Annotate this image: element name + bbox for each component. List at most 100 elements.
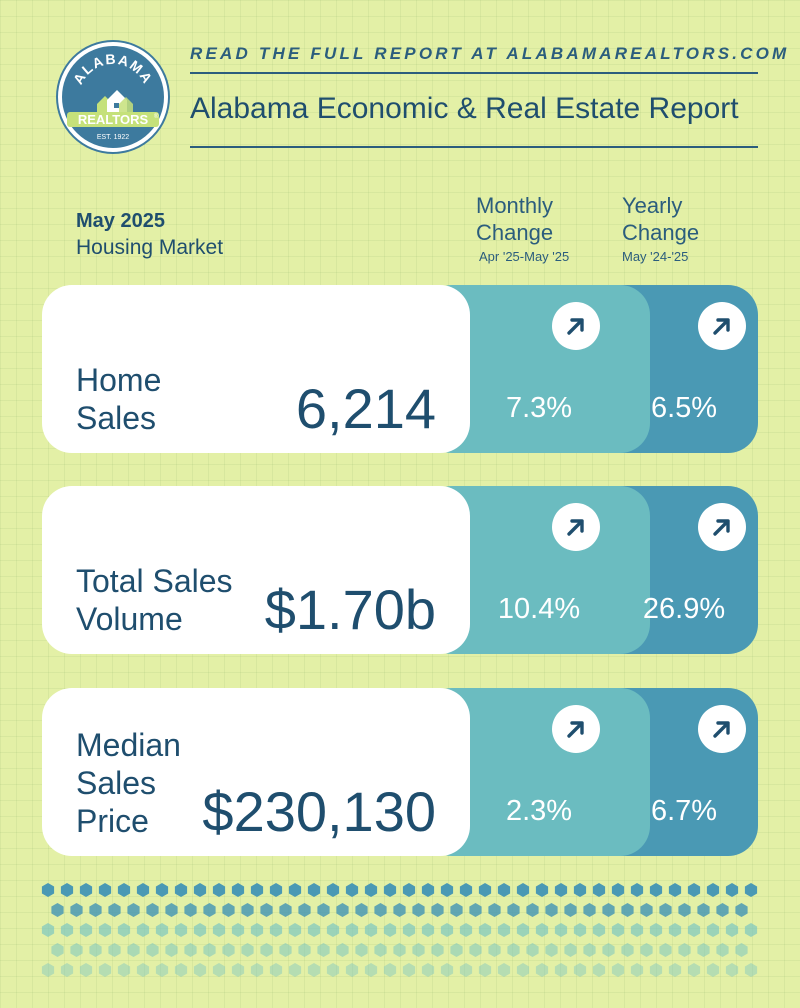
hex-dot bbox=[89, 903, 102, 917]
arrow-up-right-icon bbox=[552, 302, 600, 350]
logo-arc-text: ALABAMA bbox=[70, 51, 156, 87]
hex-dot bbox=[564, 943, 577, 957]
arrow-up-right-icon bbox=[552, 503, 600, 551]
metric-card: Home Sales 6,214 bbox=[42, 285, 470, 453]
header-divider-top bbox=[190, 72, 758, 74]
hex-dot bbox=[488, 943, 501, 957]
hex-dot bbox=[678, 943, 691, 957]
hex-dot bbox=[222, 903, 235, 917]
monthly-change-value: 7.3% bbox=[505, 392, 573, 424]
hex-dot bbox=[117, 883, 131, 897]
hex-dot bbox=[279, 943, 292, 957]
report-tagline[interactable]: READ THE FULL REPORT AT ALABAMAREALTORS.… bbox=[190, 44, 790, 63]
hex-dot bbox=[364, 923, 378, 937]
hex-dot bbox=[649, 923, 663, 937]
hex-dot bbox=[117, 963, 131, 977]
hex-dot bbox=[155, 963, 169, 977]
arrow-up-right-icon bbox=[698, 302, 746, 350]
hex-dot bbox=[70, 943, 83, 957]
hex-dot bbox=[241, 943, 254, 957]
hex-dot bbox=[725, 923, 739, 937]
hex-dot bbox=[79, 883, 93, 897]
hex-dot bbox=[383, 883, 397, 897]
hex-dot bbox=[184, 903, 197, 917]
hex-dot bbox=[193, 963, 207, 977]
hex-dot bbox=[507, 903, 520, 917]
hex-dot bbox=[687, 963, 701, 977]
hex-dot bbox=[573, 883, 587, 897]
hex-dot bbox=[203, 943, 216, 957]
hex-dot bbox=[573, 923, 587, 937]
hex-dot bbox=[146, 903, 159, 917]
metric-label: Total Sales Volume bbox=[76, 563, 233, 637]
hex-dot bbox=[146, 943, 159, 957]
hex-dot bbox=[269, 883, 283, 897]
hex-dot bbox=[269, 923, 283, 937]
hex-dot bbox=[212, 883, 226, 897]
hex-dot bbox=[345, 923, 359, 937]
hex-dot bbox=[165, 903, 178, 917]
hex-dot bbox=[155, 923, 169, 937]
yearly-change-value: 6.5% bbox=[650, 392, 718, 424]
hex-dot bbox=[317, 943, 330, 957]
hex-dot bbox=[298, 943, 311, 957]
metric-value: $1.70b bbox=[264, 578, 436, 641]
hex-dot bbox=[431, 943, 444, 957]
metric-value: 6,214 bbox=[295, 377, 436, 440]
metric-value: $230,130 bbox=[202, 780, 436, 843]
hex-dot bbox=[79, 923, 93, 937]
hex-dot bbox=[60, 963, 74, 977]
period-subtitle: Housing Market bbox=[76, 236, 224, 259]
hex-dot bbox=[725, 963, 739, 977]
hex-dot bbox=[611, 923, 625, 937]
hex-dot bbox=[98, 923, 112, 937]
hex-dot bbox=[507, 943, 520, 957]
hex-dot bbox=[450, 943, 463, 957]
hex-dot bbox=[41, 883, 55, 897]
hex-dot bbox=[345, 963, 359, 977]
metric-row-home-sales: Home Sales 6,214 7.3% 6.5% bbox=[42, 285, 758, 453]
logo-mark: ALABAMA REALTORS ® EST. 1922 bbox=[67, 51, 159, 141]
hex-dot bbox=[279, 903, 292, 917]
hex-dot bbox=[374, 903, 387, 917]
hex-dot bbox=[630, 883, 644, 897]
hex-dot bbox=[288, 923, 302, 937]
hex-dot bbox=[440, 883, 454, 897]
hex-dot bbox=[716, 943, 729, 957]
hex-dot bbox=[421, 923, 435, 937]
hex-dot bbox=[260, 903, 273, 917]
hex-dot bbox=[697, 903, 710, 917]
hex-dot bbox=[649, 883, 663, 897]
monthly-change-range: Apr '25-May '25 bbox=[479, 249, 570, 264]
hex-dot bbox=[60, 883, 74, 897]
hex-dot bbox=[364, 963, 378, 977]
hex-dot bbox=[136, 963, 150, 977]
hex-dot bbox=[583, 903, 596, 917]
hex-dot bbox=[668, 883, 682, 897]
hex-dot bbox=[630, 923, 644, 937]
hex-dot bbox=[564, 903, 577, 917]
svg-text:®: ® bbox=[154, 113, 159, 120]
hex-dot bbox=[706, 963, 720, 977]
hex-dot bbox=[136, 883, 150, 897]
hex-dot bbox=[412, 943, 425, 957]
hex-dot bbox=[640, 903, 653, 917]
hex-dot bbox=[554, 923, 568, 937]
hex-dot bbox=[592, 923, 606, 937]
hex-dot bbox=[735, 943, 748, 957]
hex-dot bbox=[193, 923, 207, 937]
hex-dot bbox=[393, 943, 406, 957]
hex-dot bbox=[174, 883, 188, 897]
hex-dot bbox=[355, 943, 368, 957]
hex-dot bbox=[326, 963, 340, 977]
hex-dot bbox=[621, 943, 634, 957]
monthly-change-heading: Monthly Change bbox=[476, 193, 554, 245]
hex-dot bbox=[554, 963, 568, 977]
hex-dot bbox=[269, 963, 283, 977]
hex-dot bbox=[497, 923, 511, 937]
hex-dot bbox=[402, 963, 416, 977]
hex-dot bbox=[117, 923, 131, 937]
hex-dot bbox=[602, 943, 615, 957]
hex-dot bbox=[89, 943, 102, 957]
hex-dot bbox=[326, 883, 340, 897]
